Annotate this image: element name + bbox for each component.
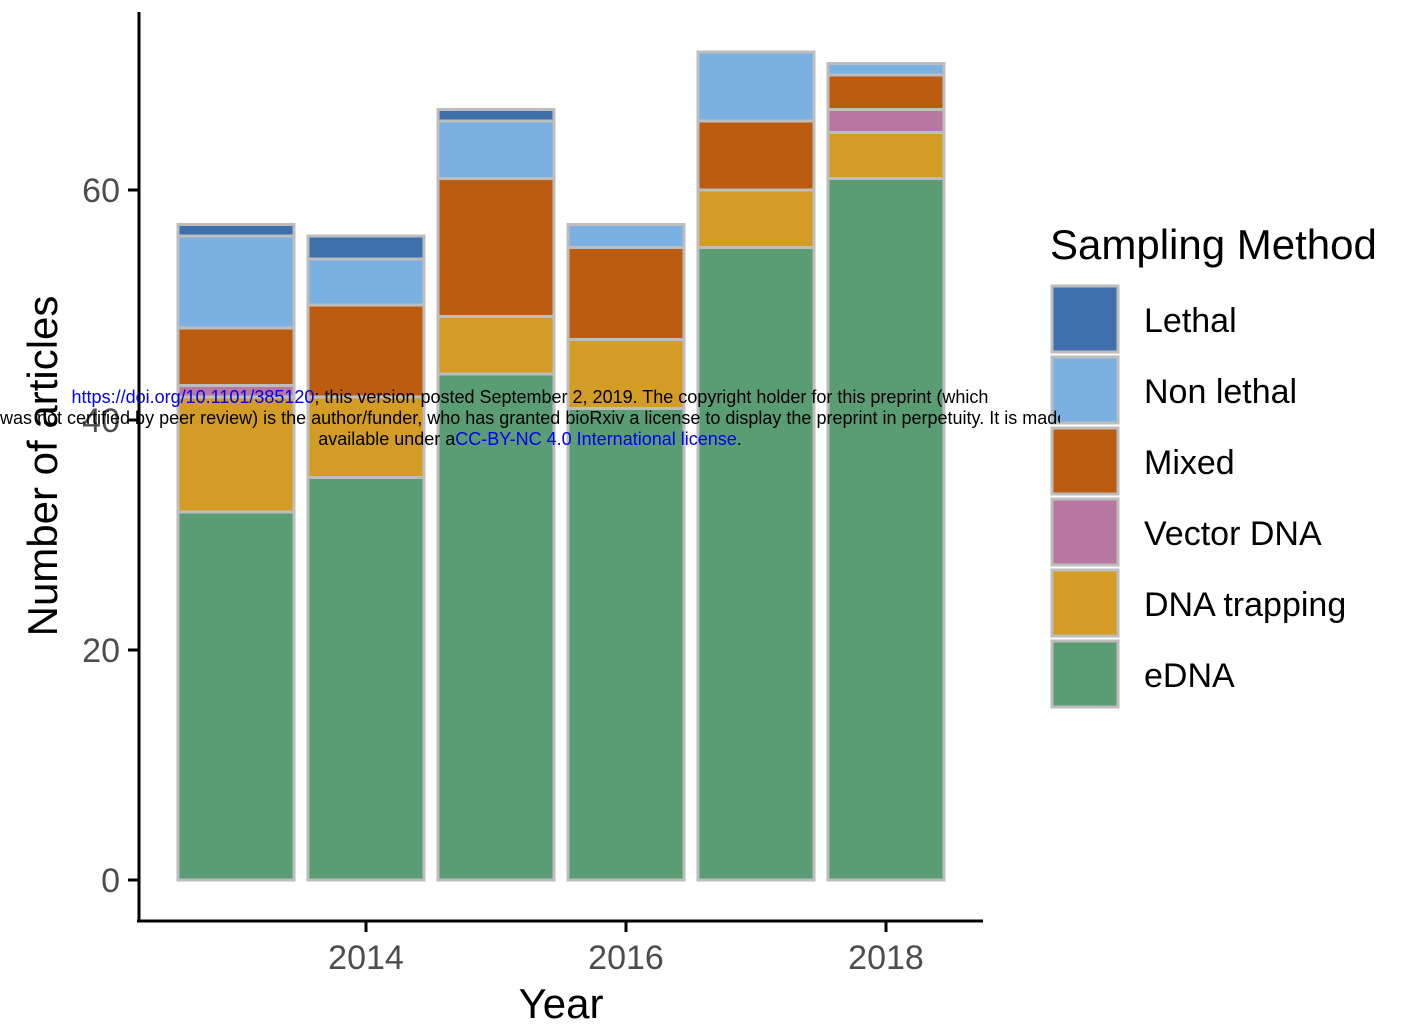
legend-key-edna bbox=[1050, 639, 1120, 709]
bar-2013-lethal bbox=[176, 223, 296, 238]
legend-label-non-lethal: Non lethal bbox=[1144, 373, 1297, 411]
bar-2015-non-lethal bbox=[436, 119, 556, 180]
legend-key-lethal bbox=[1050, 284, 1120, 354]
bar-2018-mixed bbox=[826, 73, 946, 111]
bar-2015-edna bbox=[436, 372, 556, 882]
bar-2014-lethal bbox=[306, 234, 426, 261]
bar-2016-edna bbox=[566, 407, 686, 882]
bar-2014-non-lethal bbox=[306, 257, 426, 307]
legend-label-mixed: Mixed bbox=[1144, 444, 1235, 482]
bar-2016-dna-trapping bbox=[566, 338, 686, 410]
bar-2015-lethal bbox=[436, 108, 556, 123]
legend-title: Sampling Method bbox=[1050, 221, 1377, 268]
bar-2017-mixed bbox=[696, 119, 816, 192]
x-axis-ticks: 2014 2016 2018 bbox=[328, 921, 924, 977]
bar-2015-dna-trapping bbox=[436, 315, 556, 376]
y-axis-title: Number of articles bbox=[19, 296, 66, 637]
bar-2018-edna bbox=[826, 177, 946, 882]
legend: Sampling Method Lethal Non lethal Mixed Vec… bbox=[1050, 221, 1377, 709]
watermark-line-1-text: ; this version posted September 2, 2019.… bbox=[314, 387, 989, 407]
y-tick-label: 60 bbox=[82, 172, 120, 210]
bar-2013-non-lethal bbox=[176, 234, 296, 330]
legend-key-vector-dna bbox=[1050, 497, 1120, 567]
legend-label-vector-dna: Vector DNA bbox=[1144, 515, 1322, 553]
x-tick-label: 2016 bbox=[588, 939, 664, 977]
x-axis-title: Year bbox=[519, 980, 604, 1027]
watermark-line-2: was not certified by peer review) is the… bbox=[0, 408, 1060, 428]
y-tick-label: 0 bbox=[101, 862, 120, 900]
license-link[interactable]: CC-BY-NC 4.0 International license bbox=[455, 429, 737, 449]
bar-2018-dna-trapping bbox=[826, 131, 946, 180]
bar-2014-mixed bbox=[306, 303, 426, 399]
bar-2017-edna bbox=[696, 246, 816, 882]
legend-key-mixed bbox=[1050, 426, 1120, 496]
bar-2017-dna-trapping bbox=[696, 188, 816, 249]
legend-label-lethal: Lethal bbox=[1144, 302, 1237, 340]
y-tick-label: 20 bbox=[82, 632, 120, 670]
watermark-line-3-suffix: . bbox=[736, 429, 742, 449]
legend-key-dna-trapping bbox=[1050, 568, 1120, 638]
legend-label-edna: eDNA bbox=[1144, 657, 1235, 695]
legend-items: Lethal Non lethal Mixed Vector DNA DNA trapp… bbox=[1050, 284, 1346, 709]
legend-key-non-lethal bbox=[1050, 355, 1120, 425]
watermark-line-3: available under aCC-BY-NC 4.0 Internatio… bbox=[0, 429, 1060, 450]
y-axis-ticks: 0 20 40 60 bbox=[82, 172, 139, 900]
bar-2013-edna bbox=[176, 510, 296, 882]
bar-2014-edna bbox=[306, 476, 426, 882]
bar-2016-non-lethal bbox=[566, 223, 686, 249]
bar-2013-mixed bbox=[176, 326, 296, 387]
preprint-watermark: https://doi.org/10.1101/385120; this ver… bbox=[0, 387, 1060, 450]
watermark-line-1: https://doi.org/10.1101/385120; this ver… bbox=[0, 387, 1060, 408]
x-tick-label: 2018 bbox=[848, 939, 924, 977]
bars-layer bbox=[176, 50, 946, 882]
watermark-line-3-prefix: available under a bbox=[318, 429, 456, 449]
bar-2018-vector-dna bbox=[826, 108, 946, 134]
doi-link[interactable]: https://doi.org/10.1101/385120 bbox=[71, 387, 315, 407]
bar-2018-non-lethal bbox=[826, 62, 946, 77]
bar-2016-mixed bbox=[566, 246, 686, 341]
bar-2013-dna-trapping bbox=[176, 395, 296, 514]
x-tick-label: 2014 bbox=[328, 939, 404, 977]
legend-label-dna-trapping: DNA trapping bbox=[1144, 586, 1346, 624]
y-tick-label: 40 bbox=[82, 402, 120, 440]
bar-2017-non-lethal bbox=[696, 50, 816, 123]
bar-2015-mixed bbox=[436, 177, 556, 318]
